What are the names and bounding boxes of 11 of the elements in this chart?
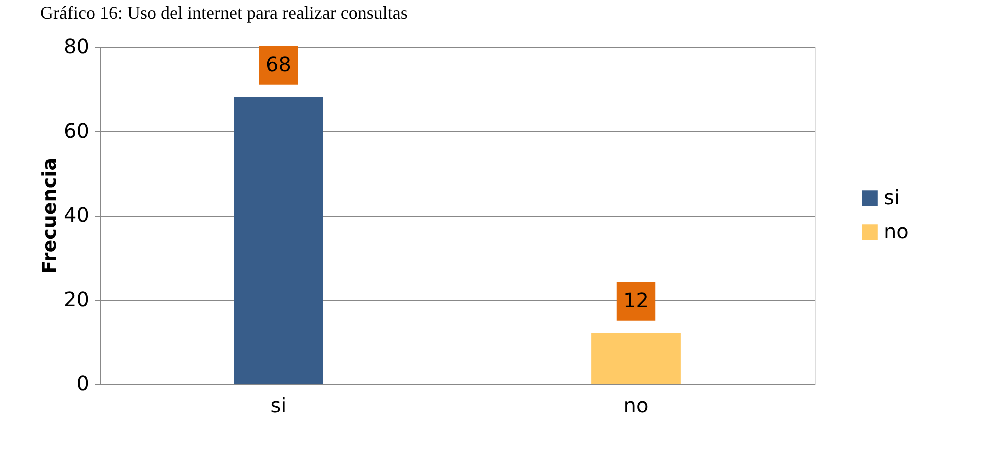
y-axis-title: Frecuencia	[39, 158, 62, 274]
legend-label: no	[884, 220, 909, 244]
y-tick-label: 60	[64, 118, 90, 143]
y-tick-label: 80	[64, 34, 90, 58]
y-tick-label: 40	[64, 203, 90, 227]
y-tick-label: 20	[64, 287, 90, 312]
data-label: 12	[624, 288, 649, 312]
chart-title: Gráfico 16: Uso del internet para realizar consultas	[40, 3, 408, 23]
legend-label: si	[884, 186, 900, 210]
y-tick-label: 0	[76, 372, 90, 396]
data-label: 68	[266, 52, 292, 77]
